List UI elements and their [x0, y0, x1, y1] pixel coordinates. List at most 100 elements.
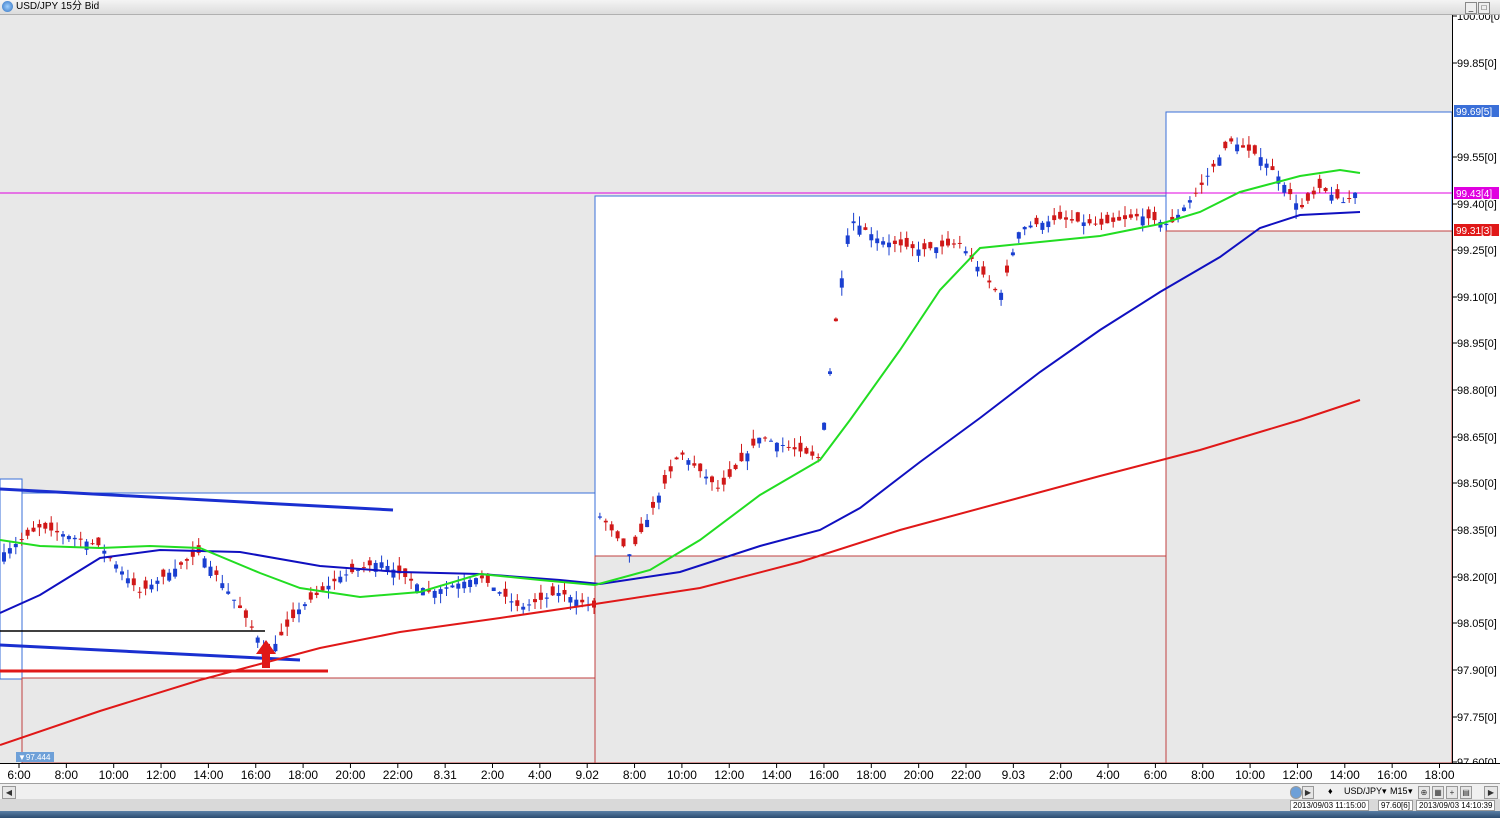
candlesticks	[2, 136, 1358, 663]
candle-body	[892, 240, 897, 244]
candle-body	[1252, 145, 1257, 154]
chart-type-icon[interactable]: ▦	[1432, 786, 1444, 799]
candle-body	[1205, 175, 1210, 177]
candle-body	[757, 437, 762, 444]
candle-body	[338, 576, 343, 583]
candle-body	[184, 559, 189, 561]
horizontal-scrollbar[interactable]: ◀ ▶ ▶ ♦ USD/JPY ▾ M15 ▾ ⊕ ▦ + ▤	[0, 783, 1500, 800]
price-axis[interactable]: 99.85[0] 99.69[5] 99.55[0] 99.43[4]99.40[0]…	[1452, 15, 1500, 763]
crosshair-icon[interactable]: +	[1446, 786, 1458, 799]
candle-body	[13, 543, 18, 548]
candle-body	[922, 243, 927, 250]
session-range-boxes	[0, 15, 1452, 763]
candle-body	[314, 592, 319, 595]
candle-body	[621, 538, 626, 547]
window-titlebar[interactable]: USD/JPY 15分 Bid _ □×	[0, 0, 1500, 28]
candle-body	[822, 422, 827, 430]
candle-body	[379, 562, 384, 568]
candle-body	[1075, 212, 1080, 222]
candle-body	[975, 266, 980, 272]
candle-body	[662, 475, 667, 484]
time-tick-label: 12:00	[1282, 768, 1312, 782]
candle-body	[833, 318, 838, 322]
time-tick-label: 12:00	[714, 768, 744, 782]
candle-body	[1229, 138, 1234, 142]
window-controls: _ □×	[1464, 1, 1498, 28]
zoom-icon[interactable]: ⊕	[1418, 786, 1430, 799]
candle-body	[1300, 204, 1304, 208]
time-axis[interactable]: 6:00 8:00 10:00 12:00 14:00 16:00 18:00 20:00 22…	[0, 763, 1500, 784]
candle-body	[102, 550, 107, 554]
session-box	[0, 478, 23, 680]
candle-body	[468, 579, 473, 588]
symbol-selector-icon[interactable]: ♦	[1328, 786, 1333, 796]
timeframe-selector[interactable]: M15	[1390, 786, 1408, 796]
dropdown-icon[interactable]: ▾	[1382, 786, 1387, 796]
candle-body	[798, 442, 803, 452]
candle-body	[90, 543, 95, 545]
session-box	[21, 492, 596, 679]
candle-body	[928, 242, 933, 249]
candle-body	[609, 524, 614, 531]
scroll-thumb-icon[interactable]	[1290, 786, 1302, 799]
time-tick-label: 18:00	[1424, 768, 1454, 782]
candle-body	[444, 587, 449, 589]
scroll-right-icon[interactable]: ▶	[1484, 786, 1498, 799]
scroll-left-icon[interactable]: ◀	[2, 786, 16, 799]
candle-body	[692, 463, 697, 466]
candle-body	[816, 457, 821, 459]
candle-body	[37, 524, 42, 528]
candle-body	[946, 238, 950, 246]
dropdown-icon[interactable]: ▾	[1408, 786, 1413, 796]
candle-body	[1064, 217, 1068, 220]
candle-body	[887, 242, 891, 248]
candle-body	[456, 583, 461, 589]
candle-body	[1040, 222, 1045, 230]
grid-icon[interactable]: ▤	[1460, 786, 1472, 799]
candle-body	[238, 605, 242, 608]
candle-body	[1305, 193, 1310, 201]
candle-body	[1329, 194, 1334, 201]
session-box	[1165, 230, 1452, 763]
price-marker-box	[1454, 187, 1499, 199]
restore-icon[interactable]: □	[1478, 2, 1490, 14]
time-tick-label: 14:00	[1330, 768, 1360, 782]
time-tick-label: 9.02	[576, 768, 600, 782]
price-chart[interactable]: ▼97.444	[0, 15, 1452, 763]
candle-body	[243, 610, 248, 618]
candle-body	[7, 548, 12, 554]
candle-body	[733, 464, 738, 470]
candle-body	[1241, 145, 1245, 148]
candle-body	[302, 604, 307, 607]
candle-body	[981, 266, 986, 275]
minimize-icon[interactable]: _	[1465, 2, 1477, 14]
time-tick-label: 8:00	[623, 768, 647, 782]
time-tick-label: 4:00	[1096, 768, 1120, 782]
candle-body	[450, 585, 455, 588]
candle-body	[131, 578, 136, 586]
candle-body	[297, 609, 301, 615]
candle-body	[963, 251, 968, 254]
symbol-selector[interactable]: USD/JPY	[1344, 786, 1383, 796]
time-tick-label: 16:00	[241, 768, 271, 782]
time-tick-label: 8:00	[55, 768, 79, 782]
candle-body	[786, 446, 791, 448]
price-marker-box	[1454, 105, 1499, 117]
candle-body	[279, 631, 284, 636]
candle-body	[474, 578, 478, 585]
candle-body	[438, 589, 443, 594]
candle-body	[503, 588, 508, 597]
price-marker-label: 99.69[5]	[1456, 107, 1492, 118]
candle-body	[114, 564, 119, 569]
session-box	[594, 555, 1167, 763]
candle-body	[61, 534, 65, 537]
candle-body	[668, 466, 673, 472]
play-icon[interactable]: ▶	[1302, 786, 1314, 799]
candle-body	[179, 562, 183, 565]
price-tick-label: 99.40[0]	[1457, 199, 1497, 211]
time-tick-label: 4:00	[528, 768, 552, 782]
candle-body	[1140, 216, 1145, 226]
candle-body	[415, 584, 419, 593]
low-marker-label: ▼97.444	[18, 753, 51, 762]
